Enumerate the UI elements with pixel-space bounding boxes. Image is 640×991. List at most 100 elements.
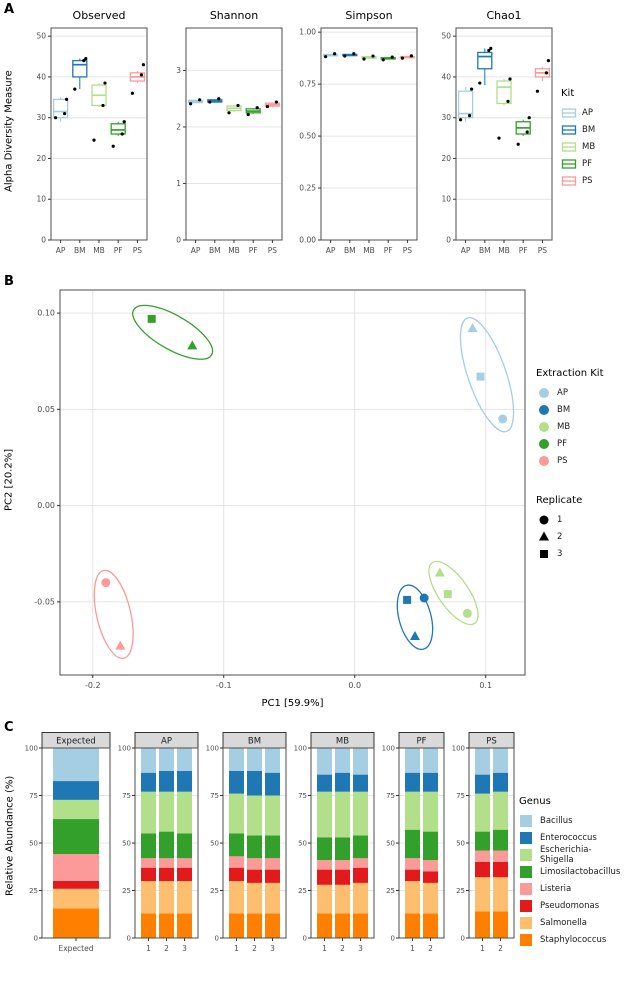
svg-text:-0.05: -0.05 bbox=[34, 597, 55, 606]
bar-segment-Salmonella bbox=[159, 881, 174, 914]
jitter-point bbox=[459, 118, 463, 122]
svg-text:25: 25 bbox=[456, 887, 465, 895]
svg-text:50: 50 bbox=[441, 32, 451, 41]
bar-segment-Limosilactobacillus bbox=[475, 831, 490, 851]
svg-text:20: 20 bbox=[441, 154, 451, 163]
bar-segment-Limosilactobacillus bbox=[141, 833, 156, 859]
panel-b-label: B bbox=[4, 274, 14, 289]
svg-text:2: 2 bbox=[340, 944, 345, 953]
jitter-point bbox=[489, 46, 493, 50]
svg-text:40: 40 bbox=[441, 72, 451, 81]
svg-text:30: 30 bbox=[441, 113, 451, 122]
svg-text:Observed: Observed bbox=[73, 9, 126, 22]
boxplot-MB bbox=[496, 77, 512, 140]
svg-text:0.10: 0.10 bbox=[37, 309, 55, 318]
svg-text:50: 50 bbox=[122, 840, 131, 848]
svg-text:20: 20 bbox=[36, 154, 46, 163]
genus-legend-item-Salmonella-label: Salmonella bbox=[540, 917, 587, 928]
genus-swatch-icon bbox=[520, 933, 532, 946]
svg-text:AP: AP bbox=[56, 246, 66, 255]
genus-legend-item-Limosilactobacillus-label: Limosilactobacillus bbox=[540, 866, 621, 877]
replicate-legend-title: Replicate bbox=[536, 495, 583, 506]
replicate-legend: Replicate 1 2 3 bbox=[536, 495, 636, 562]
genus-legend-item-Bacillus: Bacillus bbox=[519, 812, 625, 829]
bar-segment-Staphylococcus bbox=[159, 913, 174, 938]
jitter-point bbox=[409, 54, 413, 58]
genus-legend-item-Enterococcus: Enterococcus bbox=[519, 829, 625, 846]
stacked-bar-PF-1 bbox=[405, 748, 420, 938]
svg-text:BM: BM bbox=[344, 246, 356, 255]
bar-segment-Listeria bbox=[141, 858, 156, 868]
triangle-icon bbox=[539, 531, 549, 540]
boxplot-BM bbox=[477, 46, 493, 86]
jitter-point bbox=[54, 116, 58, 120]
svg-text:50: 50 bbox=[36, 32, 46, 41]
bar-segment-Salmonella bbox=[229, 881, 244, 914]
bar-segment-Bacillus bbox=[229, 748, 244, 771]
bar-facets-row: Expected Expected 0 25 50 75 100 AP 1 2 3 0 25 50 75 10… bbox=[22, 732, 515, 958]
square-icon bbox=[540, 549, 548, 558]
bar-segment-Staphylococcus bbox=[229, 913, 244, 938]
boxplot-AP bbox=[457, 87, 474, 122]
svg-text:0.00: 0.00 bbox=[299, 236, 316, 245]
bar-segment-Staphylococcus bbox=[353, 913, 368, 938]
bar-segment-Limosilactobacillus bbox=[493, 829, 508, 851]
cluster-ellipse-PS bbox=[93, 569, 134, 660]
stacked-bar-AP-3 bbox=[177, 748, 192, 938]
kit-legend-item-AP: AP bbox=[561, 104, 625, 121]
boxplot-AP bbox=[187, 98, 204, 106]
bar-segment-Bacillus bbox=[475, 748, 490, 775]
kit-circle-icon bbox=[539, 421, 549, 432]
chao1-boxplot-chart: Chao1 0 10 20 30 40 50 AP BM MB PF PS bbox=[441, 9, 553, 255]
bar-segment-Enterococcus bbox=[177, 770, 192, 792]
svg-text:75: 75 bbox=[456, 792, 465, 800]
jitter-point bbox=[516, 142, 520, 146]
bar-segment-Escherichia-Shigella bbox=[335, 791, 350, 838]
boxplot-key-icon bbox=[561, 124, 577, 135]
bar-segment-Staphylococcus bbox=[177, 913, 192, 938]
panel-c-relative-abundance: C Relative Abundance (%) Expected Expecte… bbox=[0, 718, 640, 991]
bar-segment-Listeria bbox=[335, 860, 350, 870]
alpha-diversity-axis-title: Alpha Diversity Measure bbox=[3, 70, 15, 192]
svg-text:MB: MB bbox=[363, 246, 375, 255]
boxplot-MB bbox=[226, 103, 242, 115]
extraction-kit-legend-item-PS-label: PS bbox=[557, 455, 568, 466]
svg-text:0: 0 bbox=[176, 236, 181, 245]
bar-segment-Limosilactobacillus bbox=[423, 831, 438, 861]
jitter-point bbox=[478, 81, 482, 85]
jitter-point bbox=[92, 138, 96, 142]
bar-segment-Pseudomonas bbox=[493, 862, 508, 878]
bar-segment-Pseudomonas bbox=[159, 867, 174, 881]
kit-legend-item-PS: PS bbox=[561, 172, 625, 189]
bar-segment-Staphylococcus bbox=[493, 911, 508, 938]
svg-text:10: 10 bbox=[441, 195, 451, 204]
bar-segment-Enterococcus bbox=[229, 770, 244, 794]
pca-point-MB-2 bbox=[434, 567, 445, 577]
boxplot-AP bbox=[322, 52, 339, 59]
jitter-point bbox=[371, 54, 375, 58]
jitter-point bbox=[544, 71, 548, 75]
genus-swatch-icon bbox=[520, 882, 532, 895]
bar-segment-Listeria bbox=[423, 860, 438, 872]
bar-segment-Bacillus bbox=[335, 748, 350, 773]
svg-text:-0.2: -0.2 bbox=[85, 681, 101, 690]
svg-text:-0.1: -0.1 bbox=[216, 681, 232, 690]
bar-segment-Pseudomonas bbox=[317, 869, 332, 885]
bar-segment-Salmonella bbox=[317, 884, 332, 914]
bar-segment-Staphylococcus bbox=[335, 913, 350, 938]
boxplot-AP bbox=[52, 97, 69, 122]
stacked-bar-MB-1 bbox=[317, 748, 332, 938]
bar-segment-Listeria bbox=[405, 858, 420, 870]
svg-text:PS: PS bbox=[133, 246, 143, 255]
bar-segment-Limosilactobacillus bbox=[177, 833, 192, 859]
svg-text:1.00: 1.00 bbox=[299, 28, 316, 37]
stacked-bar-BM-2 bbox=[247, 748, 262, 938]
pca-scatter-chart: -0.05 0.00 0.05 0.10 -0.2 -0.1 0.0 0.1 bbox=[34, 289, 526, 690]
genus-swatch-icon bbox=[520, 916, 532, 929]
bar-segment-Limosilactobacillus bbox=[317, 837, 332, 861]
bar-segment-Enterococcus bbox=[493, 772, 508, 792]
svg-text:Chao1: Chao1 bbox=[486, 9, 521, 22]
jitter-point bbox=[63, 112, 67, 116]
boxplot-BM bbox=[72, 56, 88, 91]
genus-swatch-icon bbox=[520, 865, 532, 878]
